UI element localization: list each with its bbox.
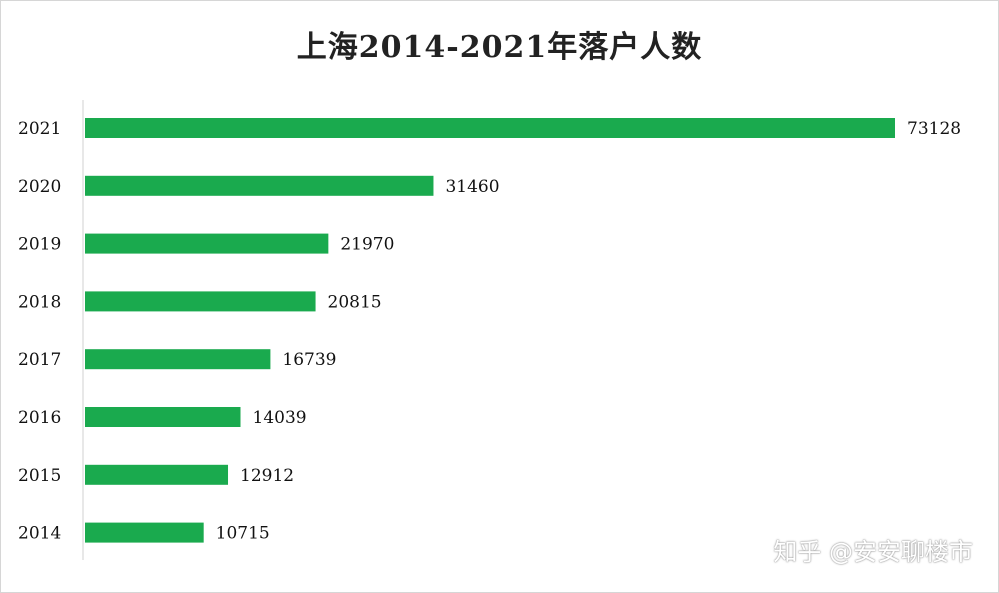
- category-label-2020: 2020: [18, 177, 61, 197]
- bar-2014: [85, 522, 204, 543]
- category-label-2017: 2017: [18, 350, 61, 370]
- bar-2021: [85, 118, 895, 138]
- category-label-2014: 2014: [18, 524, 61, 544]
- bar-2020: [85, 175, 434, 196]
- category-label-2021: 2021: [18, 119, 61, 139]
- bar-2019: [85, 233, 329, 254]
- category-label-2018: 2018: [18, 292, 61, 312]
- value-label-2020: 31460: [445, 177, 499, 197]
- bar-2016: [85, 407, 241, 427]
- value-label-2021: 73128: [907, 119, 961, 139]
- bar-2018: [85, 291, 316, 312]
- value-label-2014: 10715: [216, 524, 270, 544]
- category-label-2015: 2015: [18, 466, 61, 486]
- category-label-2016: 2016: [18, 408, 61, 428]
- category-label-2019: 2019: [18, 235, 61, 255]
- value-label-2016: 14039: [253, 408, 307, 428]
- bar-2015: [85, 464, 229, 485]
- watermark: 知乎 @安安聊楼市: [773, 538, 973, 566]
- bar-marks: 2021 73128 2020 31460 2019 21970 2018 20815 2017…: [18, 118, 961, 544]
- value-label-2018: 20815: [328, 292, 382, 312]
- value-label-2015: 12912: [240, 466, 294, 486]
- bar-2017: [85, 349, 271, 370]
- chart-title: 上海2014-2021年落户人数: [296, 30, 703, 65]
- value-label-2017: 16739: [282, 350, 336, 370]
- value-label-2019: 21970: [340, 235, 394, 255]
